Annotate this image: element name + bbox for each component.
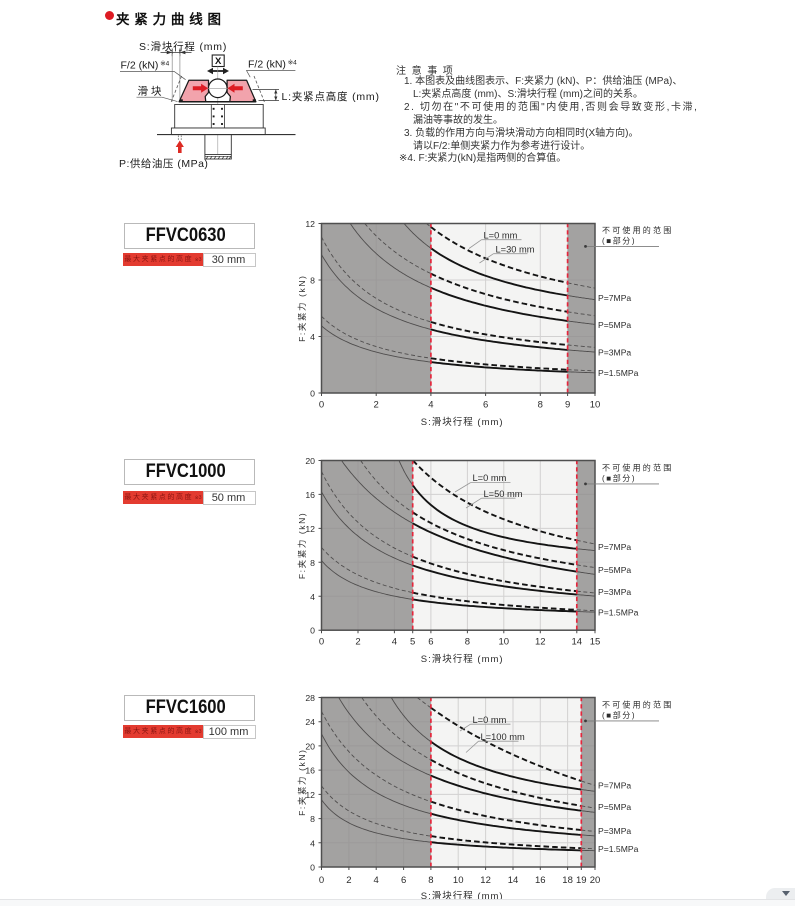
svg-text:2: 2	[355, 637, 360, 648]
svg-text:8: 8	[428, 875, 433, 886]
svg-text:F:夹紧力 (kN): F:夹紧力 (kN)	[297, 274, 307, 341]
svg-text:P=7MPa: P=7MPa	[598, 293, 631, 303]
svg-text:不可使用的范围: 不可使用的范围	[602, 700, 673, 710]
svg-text:P=1.5MPa: P=1.5MPa	[598, 608, 639, 618]
svg-text:F:夹紧力 (kN): F:夹紧力 (kN)	[297, 748, 307, 815]
svg-text:10: 10	[499, 637, 510, 648]
svg-text:16: 16	[305, 766, 315, 776]
svg-text:L=0 mm: L=0 mm	[484, 230, 518, 240]
svg-text:14: 14	[572, 637, 583, 648]
svg-text:16: 16	[305, 490, 315, 500]
svg-text:4: 4	[310, 332, 315, 342]
svg-text:8: 8	[465, 637, 470, 648]
svg-text:P=5MPa: P=5MPa	[598, 320, 631, 330]
svg-text:4: 4	[428, 399, 433, 410]
svg-text:F:夹紧力 (kN): F:夹紧力 (kN)	[297, 512, 307, 579]
svg-text:0: 0	[319, 875, 324, 886]
svg-text:8: 8	[310, 276, 315, 286]
svg-text:28: 28	[305, 693, 315, 703]
svg-text:19: 19	[576, 875, 587, 886]
svg-text:S:滑块行程 (mm): S:滑块行程 (mm)	[421, 653, 504, 665]
svg-text:4: 4	[374, 875, 379, 886]
svg-text:5: 5	[410, 637, 415, 648]
svg-text:18: 18	[562, 875, 573, 886]
svg-text:6: 6	[428, 637, 433, 648]
svg-text:12: 12	[305, 524, 315, 534]
svg-text:P=3MPa: P=3MPa	[598, 587, 631, 597]
svg-text:X: X	[215, 56, 222, 67]
svg-text:14: 14	[508, 875, 519, 886]
svg-text:12: 12	[305, 219, 315, 229]
svg-text:20: 20	[590, 875, 601, 886]
svg-text:L=30 mm: L=30 mm	[496, 244, 535, 254]
svg-text:8: 8	[538, 399, 543, 410]
svg-text:20: 20	[305, 741, 315, 751]
svg-text:6: 6	[401, 875, 406, 886]
svg-text:不可使用的范围: 不可使用的范围	[602, 225, 673, 235]
svg-text:0: 0	[310, 626, 315, 636]
svg-text:P=1.5MPa: P=1.5MPa	[598, 368, 639, 378]
svg-text:F/2 (kN) ※4: F/2 (kN) ※4	[121, 60, 170, 72]
svg-text:(■部分): (■部分)	[602, 473, 636, 483]
svg-text:(■部分): (■部分)	[602, 710, 636, 720]
svg-text:10: 10	[590, 399, 601, 410]
svg-text:0: 0	[319, 399, 324, 410]
svg-text:24: 24	[305, 717, 315, 727]
svg-text:L=0 mm: L=0 mm	[473, 715, 507, 725]
svg-text:P=3MPa: P=3MPa	[598, 826, 631, 836]
svg-text:8: 8	[310, 814, 315, 824]
svg-text:8: 8	[310, 558, 315, 568]
svg-text:S:滑块行程 (mm): S:滑块行程 (mm)	[421, 416, 504, 428]
svg-text:2: 2	[346, 875, 351, 886]
svg-text:4: 4	[310, 592, 315, 602]
svg-text:20: 20	[305, 456, 315, 466]
svg-text:12: 12	[305, 790, 315, 800]
svg-text:4: 4	[392, 637, 397, 648]
svg-text:9: 9	[565, 399, 570, 410]
svg-text:P=5MPa: P=5MPa	[598, 802, 631, 812]
svg-text:(■部分): (■部分)	[602, 236, 636, 246]
svg-text:F/2 (kN) ※4: F/2 (kN) ※4	[248, 59, 297, 71]
svg-text:6: 6	[483, 399, 488, 410]
svg-text:P=5MPa: P=5MPa	[598, 565, 631, 575]
svg-text:12: 12	[535, 637, 546, 648]
svg-text:滑块: 滑块	[138, 86, 165, 98]
svg-text:0: 0	[319, 637, 324, 648]
svg-text:12: 12	[480, 875, 491, 886]
svg-text:P=7MPa: P=7MPa	[598, 542, 631, 552]
svg-text:16: 16	[535, 875, 546, 886]
svg-text:L=50 mm: L=50 mm	[484, 489, 523, 499]
svg-text:10: 10	[453, 875, 464, 886]
svg-text:P=1.5MPa: P=1.5MPa	[598, 844, 639, 854]
svg-text:P=7MPa: P=7MPa	[598, 781, 631, 791]
svg-text:4: 4	[310, 838, 315, 848]
svg-text:0: 0	[310, 863, 315, 873]
svg-text:15: 15	[590, 637, 601, 648]
svg-text:L=100 mm: L=100 mm	[481, 732, 525, 742]
svg-text:0: 0	[310, 389, 315, 399]
svg-text:不可使用的范围: 不可使用的范围	[602, 463, 673, 473]
svg-text:L=0 mm: L=0 mm	[473, 473, 507, 483]
svg-text:P=3MPa: P=3MPa	[598, 348, 631, 358]
svg-text:2: 2	[374, 399, 379, 410]
